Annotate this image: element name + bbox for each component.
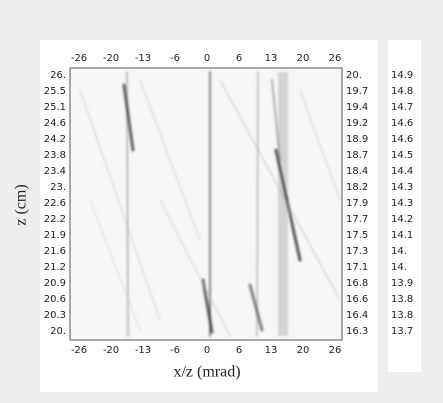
- y-axis-title: z (cm): [13, 184, 30, 225]
- bottom-tick-label: 26: [329, 345, 342, 356]
- left-tick-label: 20.6: [44, 294, 66, 305]
- left-tick-label: 26.: [50, 70, 66, 81]
- top-tick-label: 13: [265, 53, 278, 64]
- right-tick-label: 16.3: [346, 326, 368, 337]
- right-tick-label: 18.9: [346, 134, 368, 145]
- left-tick-label: 22.2: [44, 214, 66, 225]
- top-tick-label: -6: [170, 53, 180, 64]
- side-tick-label: 13.8: [391, 310, 413, 321]
- side-tick-label: 13.9: [391, 278, 413, 289]
- right-tick-label: 17.9: [346, 198, 368, 209]
- left-tick-label: 20.: [50, 326, 66, 337]
- side-tick-label: 14.3: [391, 198, 413, 209]
- bottom-tick-label: 13: [265, 345, 278, 356]
- right-tick-label: 16.6: [346, 294, 368, 305]
- left-tick-label: 23.8: [44, 150, 66, 161]
- left-tick-label: 21.2: [44, 262, 66, 273]
- right-tick-label: 20.: [346, 70, 362, 81]
- side-panel: [388, 40, 421, 372]
- bottom-tick-label: 0: [204, 345, 210, 356]
- side-tick-label: 14.5: [391, 150, 413, 161]
- left-tick-label: 20.3: [44, 310, 66, 321]
- right-tick-label: 16.4: [346, 310, 368, 321]
- density-image: [69, 67, 343, 341]
- top-tick-label: 6: [236, 53, 242, 64]
- bottom-tick-label: -6: [170, 345, 180, 356]
- x-axis-title: x/z (mrad): [173, 364, 240, 381]
- right-tick-label: 18.4: [346, 166, 368, 177]
- side-tick-label: 14.6: [391, 134, 413, 145]
- right-tick-label: 18.7: [346, 150, 368, 161]
- left-tick-label: 24.6: [44, 118, 66, 129]
- left-tick-label: 23.: [50, 182, 66, 193]
- right-tick-label: 19.2: [346, 118, 368, 129]
- side-tick-label: 14.: [391, 262, 407, 273]
- right-tick-label: 17.1: [346, 262, 368, 273]
- side-tick-label: 14.3: [391, 182, 413, 193]
- right-tick-label: 16.8: [346, 278, 368, 289]
- tick-labels: -26 -20 -13 -6 0 6 13 20 26 -26 -20 -13 -6 0 6 13 20 26 26…: [44, 53, 414, 356]
- bottom-tick-label: 6: [236, 345, 242, 356]
- top-tick-label: -26: [71, 53, 87, 64]
- side-tick-label: 14.: [391, 246, 407, 257]
- left-tick-label: 25.1: [44, 102, 66, 113]
- top-tick-label: 20: [297, 53, 310, 64]
- left-tick-label: 21.9: [44, 230, 66, 241]
- top-tick-label: 26: [329, 53, 342, 64]
- side-tick-label: 14.8: [391, 86, 413, 97]
- side-tick-label: 13.7: [391, 326, 413, 337]
- left-tick-label: 23.4: [44, 166, 66, 177]
- side-tick-label: 14.7: [391, 102, 413, 113]
- bottom-tick-label: 20: [297, 345, 310, 356]
- bottom-tick-label: -26: [71, 345, 87, 356]
- side-tick-label: 14.9: [391, 70, 413, 81]
- bottom-tick-label: -20: [103, 345, 119, 356]
- left-tick-label: 25.5: [44, 86, 66, 97]
- right-tick-label: 19.4: [346, 102, 368, 113]
- right-tick-label: 17.3: [346, 246, 368, 257]
- top-tick-label: -13: [135, 53, 151, 64]
- side-tick-label: 13.8: [391, 294, 413, 305]
- side-tick-label: 14.2: [391, 214, 413, 225]
- top-tick-label: 0: [204, 53, 210, 64]
- right-tick-label: 17.5: [346, 230, 368, 241]
- left-tick-label: 21.6: [44, 246, 66, 257]
- left-tick-label: 24.2: [44, 134, 66, 145]
- right-tick-label: 17.7: [346, 214, 368, 225]
- side-tick-label: 14.4: [391, 166, 413, 177]
- right-tick-label: 19.7: [346, 86, 368, 97]
- left-tick-label: 22.6: [44, 198, 66, 209]
- bottom-tick-label: -13: [135, 345, 151, 356]
- side-tick-label: 14.6: [391, 118, 413, 129]
- side-tick-label: 14.1: [391, 230, 413, 241]
- top-tick-label: -20: [103, 53, 119, 64]
- left-tick-label: 20.9: [44, 278, 66, 289]
- right-tick-label: 18.2: [346, 182, 368, 193]
